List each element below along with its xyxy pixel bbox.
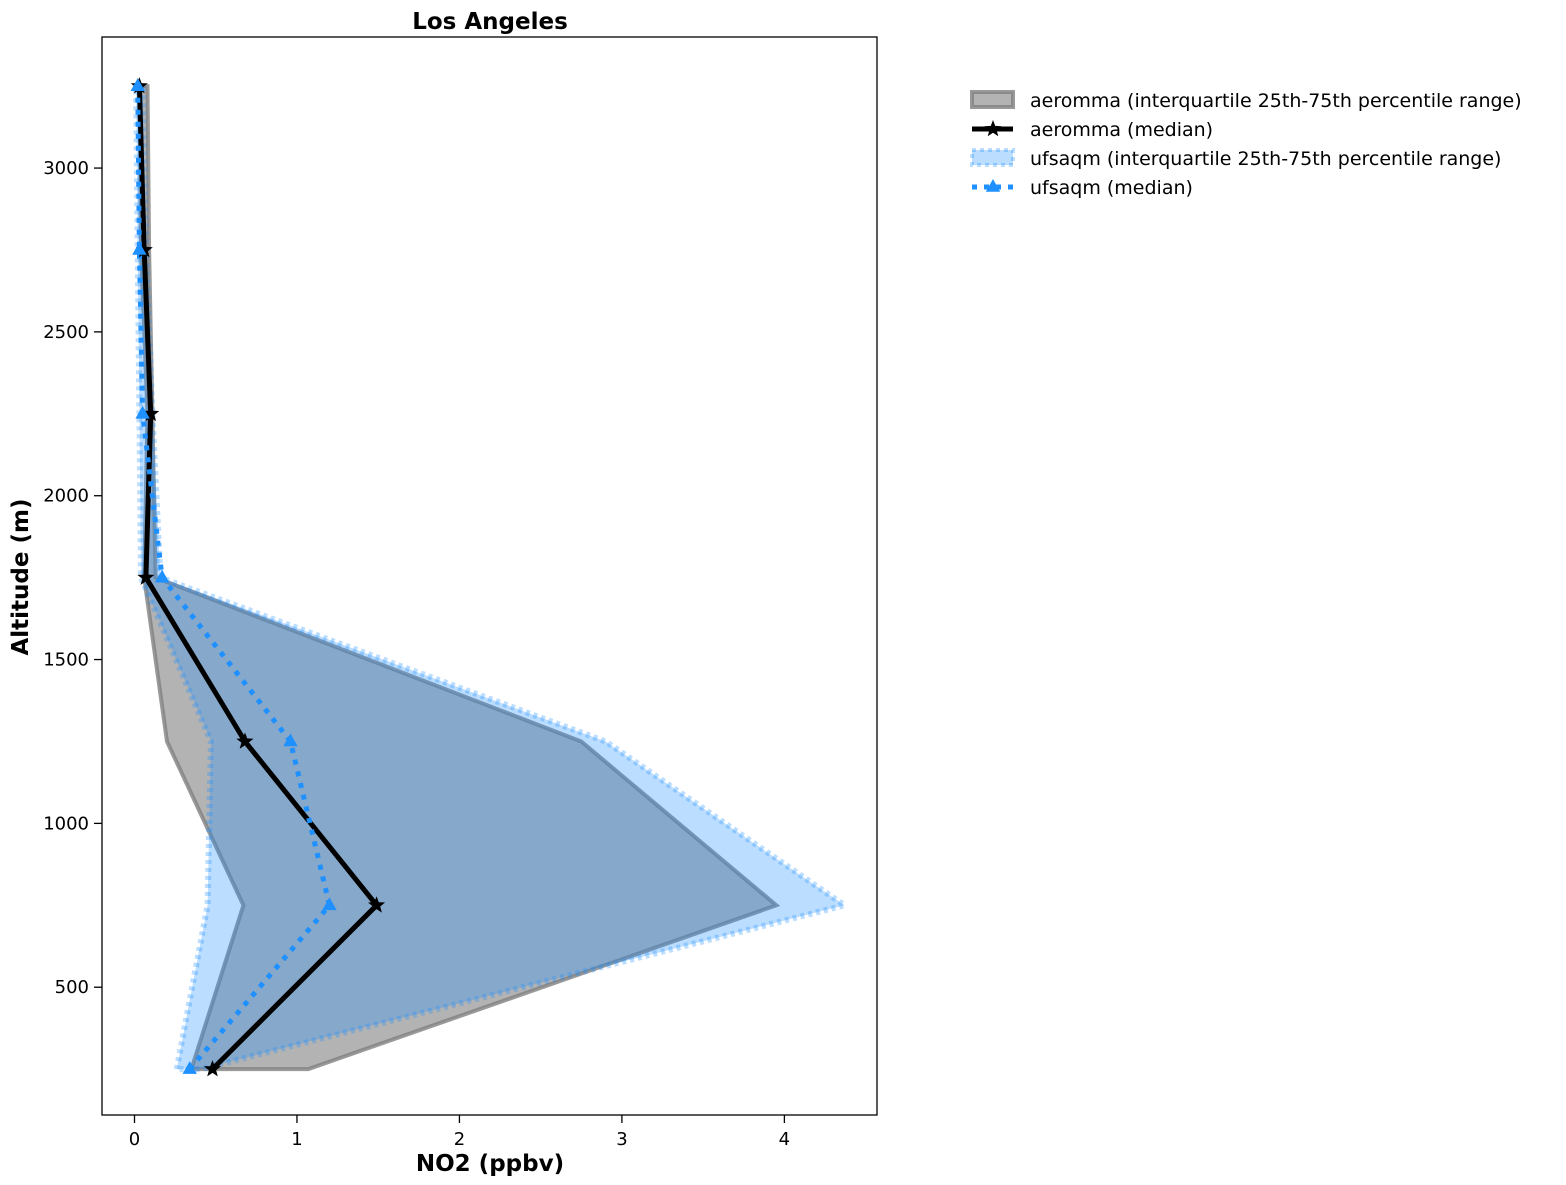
chart-title: Los Angeles: [412, 9, 568, 35]
x-axis-ticks: 0 1 2 3 4: [129, 1115, 790, 1150]
ufsaqm-median-point: [154, 569, 170, 583]
ufsaqm-median-point: [135, 405, 150, 419]
legend-label: ufsaqm (median): [1030, 177, 1193, 199]
ufsaqm-median-point: [283, 733, 298, 747]
y-tick-label: 3000: [43, 158, 89, 179]
legend-label: ufsaqm (interquartile 25th-75th percenti…: [1030, 148, 1501, 170]
ufsaqm-median-point: [182, 1061, 197, 1074]
bands-layer: [133, 83, 852, 1073]
plot-frame: [101, 36, 878, 1116]
legend-star-marker: [984, 120, 1002, 137]
y-tick-label: 2500: [43, 322, 89, 343]
y-tick-label: 1000: [43, 813, 89, 834]
aeromma-median-point: [203, 1060, 221, 1077]
aeromma-median-point: [137, 568, 155, 585]
y-tick-label: 2000: [43, 486, 89, 507]
legend-label: aeromma (interquartile 25th-75th percent…: [1030, 90, 1522, 112]
y-tick-label: 1500: [43, 650, 89, 671]
x-tick-label: 2: [454, 1129, 465, 1150]
legend-swatch-band: [970, 90, 1015, 109]
ufsaqm-median-point: [132, 241, 147, 255]
legend-triangle-marker: [985, 179, 1001, 192]
x-tick-label: 1: [291, 1129, 302, 1150]
ufsaqm-median-point: [322, 897, 337, 911]
x-tick-label: 4: [779, 1129, 790, 1150]
y-axis-ticks: 500 1000 1500 2000 2500 3000: [43, 158, 102, 998]
y-axis-label: Altitude (m): [8, 499, 34, 656]
x-axis-label: NO2 (ppbv): [416, 1151, 564, 1177]
aeromma-median-point: [142, 404, 160, 422]
markers-layer: [130, 77, 386, 1077]
iqr-band-2: [133, 83, 852, 1073]
legend-label: aeromma (median): [1030, 119, 1213, 141]
ufsaqm-median-point: [130, 78, 145, 91]
aeromma-median-point: [135, 241, 153, 258]
x-tick-label: 0: [129, 1129, 140, 1150]
aeromma-median-point: [368, 896, 386, 913]
x-tick-label: 3: [616, 1129, 627, 1150]
y-tick-label: 500: [55, 977, 89, 998]
iqr-band-0: [137, 84, 781, 1072]
legend: aeromma (interquartile 25th-75th percent…: [970, 90, 1522, 199]
legend-swatch-band: [970, 148, 1015, 167]
aeromma-median-point: [236, 732, 254, 749]
